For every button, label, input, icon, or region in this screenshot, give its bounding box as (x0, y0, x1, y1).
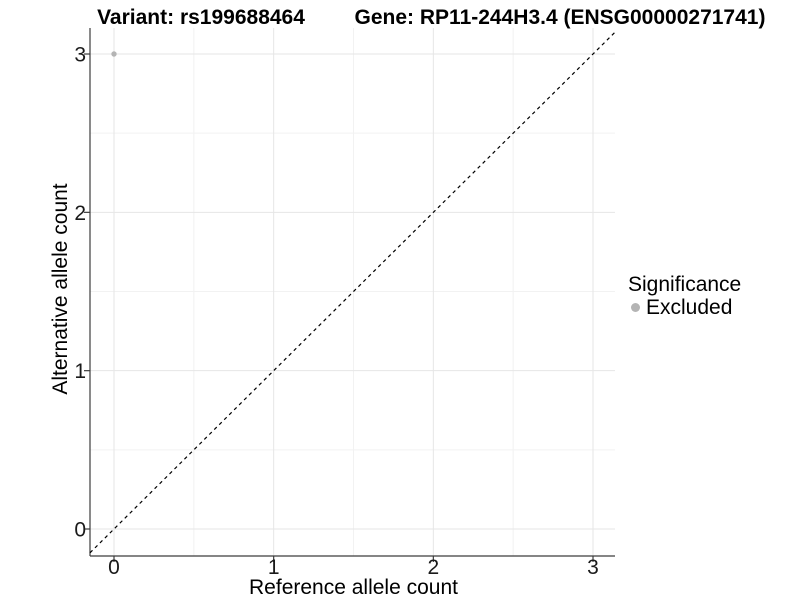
plot-title-variant: Variant: rs199688464 (97, 6, 305, 29)
plot-title-gene: Gene: RP11-244H3.4 (ENSG00000271741) (354, 6, 766, 29)
legend-title: Significance (628, 273, 742, 296)
legend-item-label: Excluded (646, 296, 733, 319)
x-tick-label: 3 (587, 556, 599, 579)
y-tick-label: 3 (74, 44, 86, 67)
legend-point-swatch (631, 303, 640, 312)
legend: Significance Excluded (628, 273, 741, 319)
data-point (111, 51, 117, 57)
y-tick-label: 0 (74, 519, 86, 542)
y-tick-label: 1 (74, 360, 86, 383)
x-tick-label: 1 (268, 556, 280, 579)
legend-item-excluded: Excluded (628, 296, 741, 319)
x-tick-label: 0 (108, 556, 120, 579)
x-tick-label: 2 (427, 556, 439, 579)
y-tick-label: 2 (74, 202, 86, 225)
identity-line (89, 31, 616, 554)
y-axis-label: Alternative allele count (49, 183, 72, 395)
x-axis-label: Reference allele count (249, 576, 458, 599)
